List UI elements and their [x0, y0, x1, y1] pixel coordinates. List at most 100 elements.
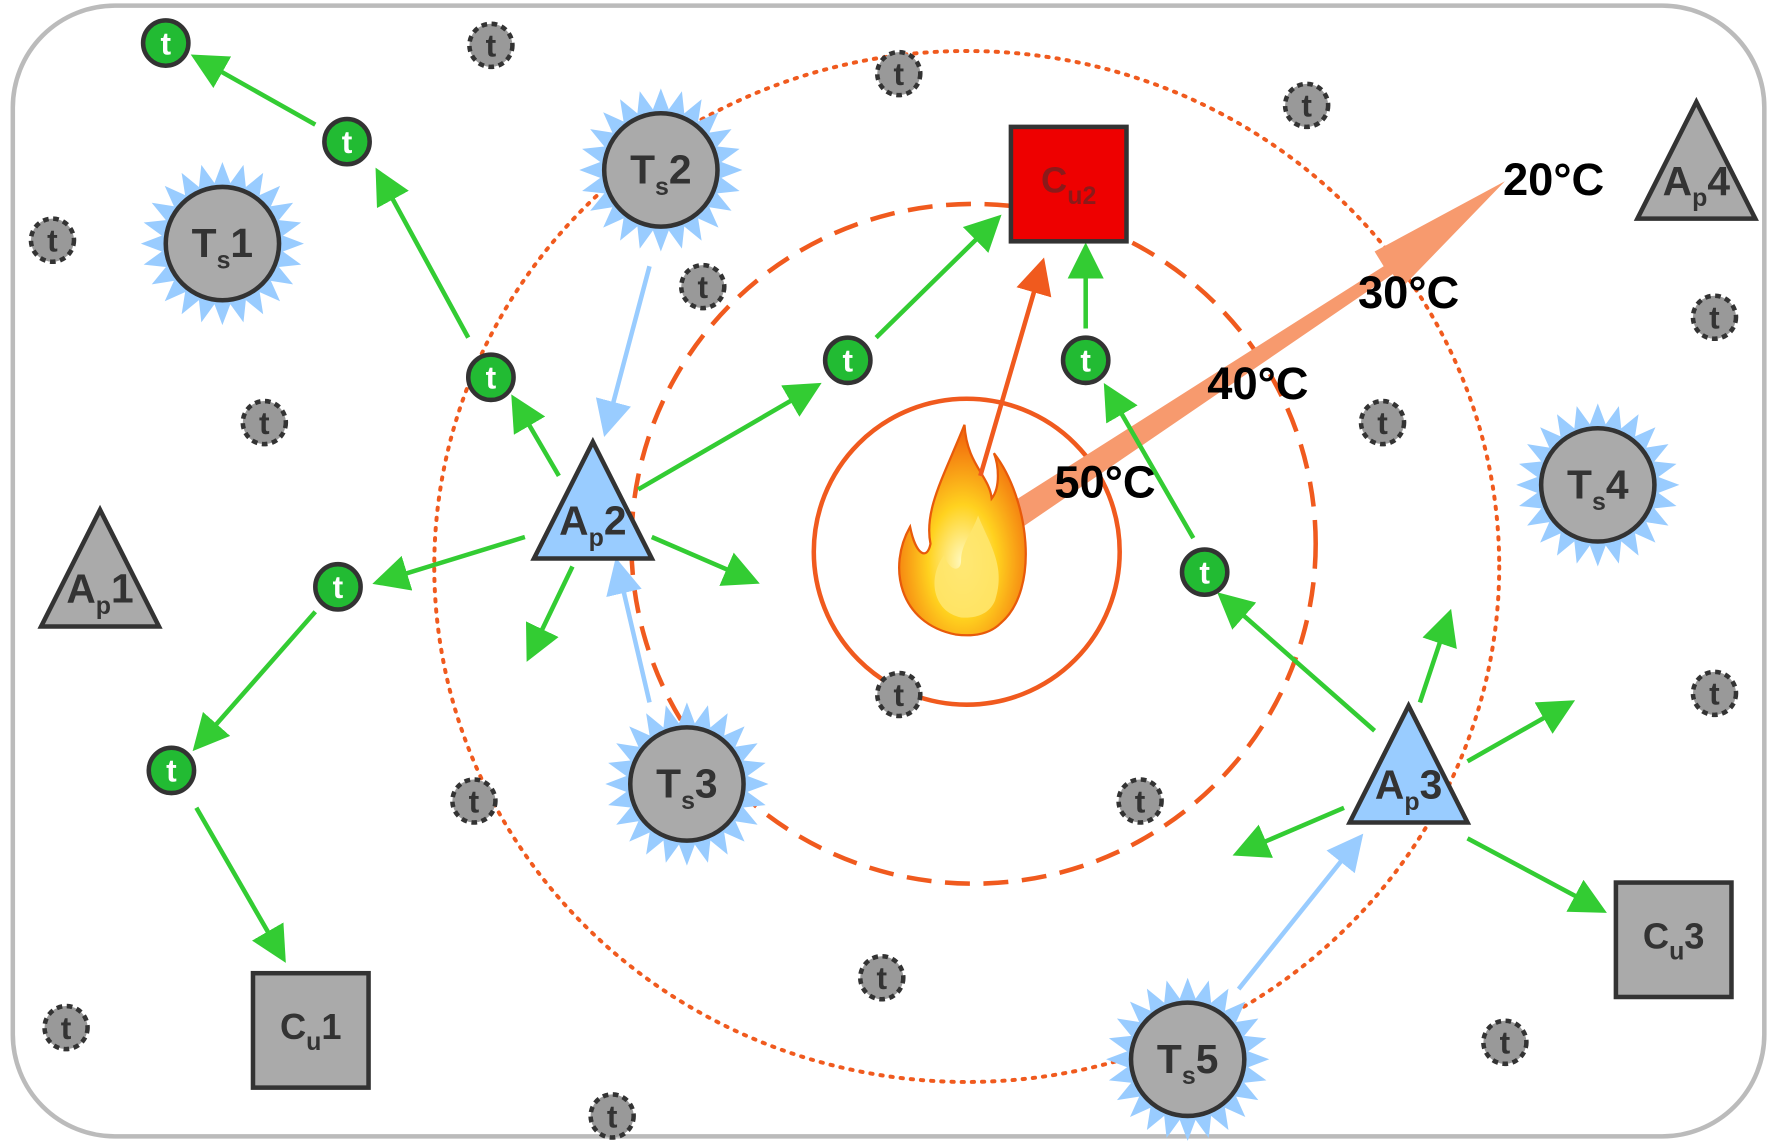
green-arrow — [190, 54, 317, 127]
node-label: Ts3 — [656, 761, 717, 815]
token-label: t — [1377, 405, 1388, 441]
token-label: t — [160, 25, 171, 61]
idle-token — [1116, 777, 1164, 825]
label-sub: u2 — [1067, 182, 1096, 210]
temperature-label: 30°C — [1358, 267, 1459, 318]
frame — [10, 3, 1767, 1139]
sensor — [163, 184, 282, 303]
node-label: Ts1 — [192, 220, 253, 274]
label-sub: s — [1592, 488, 1606, 516]
fire — [898, 424, 1027, 637]
label-suffix: 5 — [1196, 1036, 1219, 1082]
label-suffix: 4 — [1707, 158, 1730, 204]
green-arrow — [511, 394, 561, 477]
token-label: t — [893, 56, 904, 92]
sensor — [1128, 1000, 1247, 1119]
idle-token — [1690, 669, 1739, 718]
active-token — [140, 18, 191, 68]
node-label: Ap2 — [559, 498, 626, 552]
label-base: A — [1375, 762, 1404, 808]
green-arrow — [525, 565, 575, 662]
idle-token — [467, 21, 515, 70]
idle-token — [1358, 398, 1407, 447]
label-base: T — [656, 761, 681, 807]
label-base: T — [1567, 461, 1592, 507]
idle-token — [1282, 81, 1331, 130]
label-sub: u — [306, 1028, 321, 1056]
label-sub: p — [589, 524, 604, 552]
idle-token — [28, 216, 77, 264]
unit — [1008, 124, 1129, 244]
idle-token — [588, 1092, 636, 1140]
token-label: t — [469, 783, 480, 819]
active-token — [313, 561, 363, 612]
label-suffix: 2 — [669, 147, 692, 193]
label-suffix: 3 — [1684, 915, 1704, 956]
token-label: t — [1500, 1025, 1511, 1061]
idle-token — [874, 670, 923, 719]
node-label: Cu2 — [1041, 160, 1096, 210]
idle-token — [857, 953, 906, 1002]
outer-zone — [432, 48, 1502, 1084]
idle-token — [1481, 1018, 1529, 1067]
token-label: t — [342, 124, 353, 160]
label-suffix: 4 — [1606, 461, 1629, 507]
token-label: t — [61, 1010, 72, 1046]
idle-token — [42, 1003, 90, 1052]
sensor — [1538, 425, 1657, 544]
label-suffix: 1 — [321, 1006, 341, 1047]
idle-token — [240, 398, 289, 447]
active-token — [146, 745, 197, 796]
idle-token — [874, 49, 923, 98]
token-label: t — [1199, 554, 1210, 590]
sensor — [601, 111, 720, 229]
label-sub: s — [655, 173, 669, 201]
temperature-label: 20°C — [1503, 154, 1604, 205]
active-token — [1060, 335, 1111, 386]
label-base: C — [280, 1006, 306, 1047]
temperature-label: 50°C — [1054, 456, 1155, 507]
green-arrow — [194, 806, 286, 963]
label-sub: s — [1182, 1062, 1196, 1090]
green-arrow — [637, 382, 822, 492]
label-base: A — [1663, 158, 1692, 204]
label-sub: s — [681, 787, 695, 815]
active-token — [322, 116, 372, 167]
unit — [250, 970, 371, 1090]
label-base: T — [192, 220, 217, 266]
label-sub: p — [1692, 184, 1707, 212]
token-label: t — [893, 677, 904, 713]
sensor — [627, 725, 746, 843]
token-label: t — [333, 569, 344, 605]
inner-zone — [811, 396, 1122, 707]
label-sub: p — [96, 592, 111, 620]
label-suffix: 1 — [111, 566, 134, 612]
token-label: t — [842, 343, 853, 379]
token-label: t — [1301, 88, 1312, 124]
label-suffix: 3 — [695, 761, 718, 807]
actuator — [530, 436, 656, 561]
token-label: t — [1709, 676, 1720, 712]
green-arrow — [1232, 805, 1345, 858]
label-base: C — [1041, 160, 1067, 201]
node-label: Cu1 — [280, 1006, 342, 1056]
token-label: t — [1135, 783, 1146, 819]
label-base: T — [1157, 1036, 1182, 1082]
label-sub: p — [1404, 788, 1419, 816]
token-label: t — [1080, 343, 1091, 379]
green-arrow — [372, 534, 526, 591]
active-token — [465, 352, 516, 403]
label-suffix: 1 — [230, 220, 253, 266]
node-label: Ts5 — [1157, 1036, 1218, 1090]
token-label: t — [486, 28, 497, 64]
actuator — [1633, 96, 1759, 221]
token-label: t — [47, 223, 58, 259]
token-label: t — [486, 360, 497, 396]
middle-zone — [629, 201, 1318, 886]
blue-arrow — [606, 557, 652, 703]
green-arrow — [192, 610, 318, 752]
node-label: Ts2 — [630, 147, 691, 201]
node-label: Cu3 — [1643, 915, 1705, 965]
token-label: t — [1709, 300, 1720, 336]
